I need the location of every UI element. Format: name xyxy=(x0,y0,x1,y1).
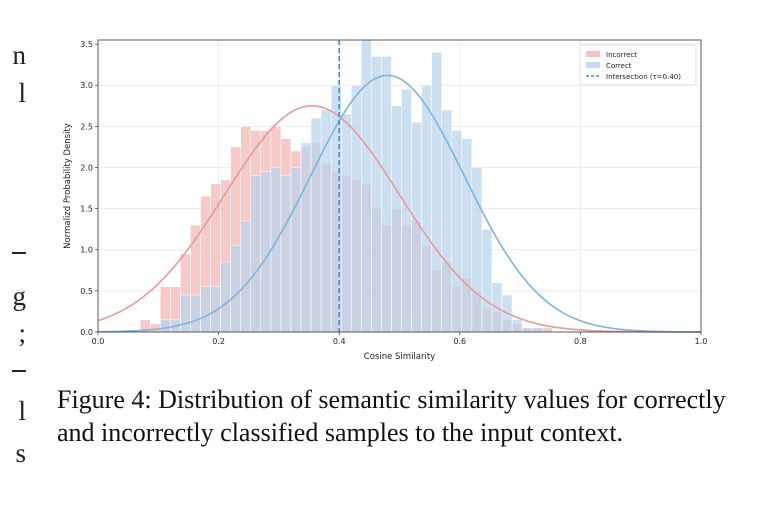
correct-fit-curve xyxy=(97,74,702,333)
correct-bar xyxy=(381,56,392,333)
correct-bar xyxy=(280,175,292,333)
x-tick-label: 0.2 xyxy=(212,337,225,346)
correct-bar xyxy=(300,142,312,333)
y-tick-label: 0.0 xyxy=(80,328,93,337)
y-tick-label: 2.5 xyxy=(80,122,93,131)
y-tick-label: 3.5 xyxy=(80,40,93,49)
x-tick-label: 0.0 xyxy=(92,337,105,346)
correct-bar xyxy=(270,167,282,333)
legend-label-correct: Correct xyxy=(606,62,632,70)
correct-bar xyxy=(521,327,533,333)
correct-bar xyxy=(200,286,211,333)
y-tick-label: 1.5 xyxy=(80,205,93,214)
correct-bar xyxy=(531,327,543,333)
legend-label-incorrect: Incorrect xyxy=(606,51,637,59)
correct-bar xyxy=(210,286,221,333)
margin-glyph: l xyxy=(18,78,26,108)
correct-bar xyxy=(160,319,171,333)
correct-bar xyxy=(391,105,402,333)
correct-bar xyxy=(461,138,473,333)
margin-glyph: l xyxy=(18,396,26,426)
adjacent-column-fragment: n l g ; l s xyxy=(0,0,30,518)
correct-bar xyxy=(351,84,362,333)
figure-caption: Figure 4: Distribution of semantic simil… xyxy=(57,385,726,447)
margin-glyph: g xyxy=(12,281,27,311)
y-tick-label: 3.0 xyxy=(80,81,93,90)
correct-bar xyxy=(471,167,483,333)
axes xyxy=(97,39,702,333)
correct-bar xyxy=(371,56,382,333)
fit-curves xyxy=(97,74,702,333)
incorrect-bar xyxy=(150,323,161,333)
y-axis-label: Normalizd Probability Density xyxy=(63,123,73,249)
incorrect-bar xyxy=(541,327,553,333)
y-tick-label: 1.0 xyxy=(80,246,93,255)
x-tick-label: 0.8 xyxy=(574,337,587,346)
correct-bar xyxy=(190,294,201,333)
correct-bar xyxy=(511,319,523,333)
x-tick-label: 1.0 xyxy=(695,337,708,346)
figure-4: 0.0 0.2 0.4 0.6 0.8 1.0 0.0 0.5 1.0 1.5 2.0 2.5 3.0 3… xyxy=(60,30,740,365)
y-tick-label: 2.0 xyxy=(80,163,93,172)
margin-glyph: ; xyxy=(18,318,26,348)
correct-bar xyxy=(240,220,251,333)
x-tick-label: 0.4 xyxy=(333,337,346,346)
y-tick-label: 0.5 xyxy=(80,287,93,296)
correct-bar xyxy=(310,117,322,333)
margin-rule xyxy=(12,252,26,254)
correct-bar xyxy=(230,245,241,333)
plot-frame xyxy=(97,39,702,333)
correct-bar xyxy=(340,113,352,333)
legend-label-intersection: Intersection (τ=0.40) xyxy=(606,73,681,81)
correct-bar xyxy=(220,261,231,333)
legend-box xyxy=(579,44,697,86)
correct-bar xyxy=(421,84,432,333)
legend-swatch-correct xyxy=(586,62,600,68)
margin-glyph: n xyxy=(12,40,27,70)
correct-bar xyxy=(441,109,453,333)
legend: Incorrect Correct Intersection (τ=0.40) xyxy=(579,44,697,86)
correct-bar xyxy=(180,294,191,333)
margin-glyph: s xyxy=(15,438,26,468)
x-axis-label: Cosine Similarity xyxy=(364,352,435,362)
incorrect-fit-curve xyxy=(97,104,701,333)
correct-bar xyxy=(431,52,442,333)
correct-bar xyxy=(250,175,262,333)
correct-bars xyxy=(160,39,543,333)
x-tick-label: 0.6 xyxy=(453,337,466,346)
correct-bar xyxy=(481,228,493,333)
margin-rule xyxy=(12,370,26,372)
similarity-histogram-chart: 0.0 0.2 0.4 0.6 0.8 1.0 0.0 0.5 1.0 1.5 2.0 2.5 3.0 3… xyxy=(63,39,707,362)
tick-labels: 0.0 0.2 0.4 0.6 0.8 1.0 0.0 0.5 1.0 1.5 2.0 2.5 3.0 3… xyxy=(80,40,707,346)
correct-bar xyxy=(290,167,302,333)
legend-swatch-incorrect xyxy=(586,51,600,57)
